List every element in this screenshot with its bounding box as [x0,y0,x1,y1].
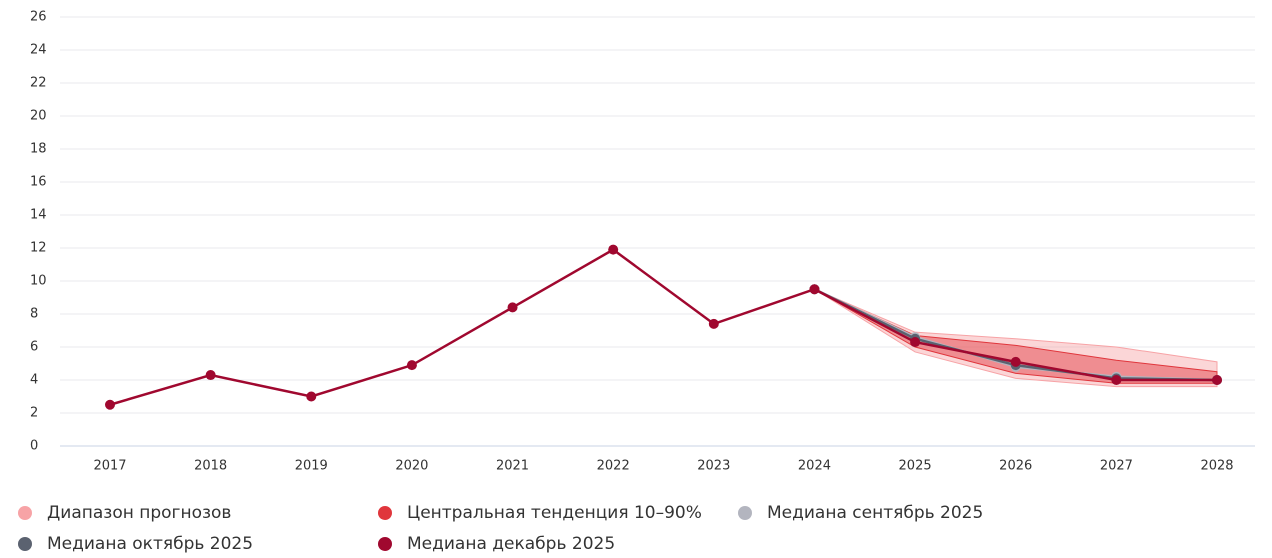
legend-label: Диапазон прогнозов [47,503,231,523]
x-tick-label: 2018 [194,459,227,474]
y-tick-label: 24 [30,43,47,58]
legend-swatch [378,506,392,520]
x-tick-label: 2028 [1200,459,1233,474]
x-tick-label: 2024 [798,459,831,474]
y-tick-label: 8 [30,307,38,322]
legend-swatch [378,537,392,551]
point [608,244,619,255]
legend-label: Медиана декабрь 2025 [407,534,615,554]
y-tick-label: 12 [30,241,47,256]
point [507,302,518,313]
x-tick-label: 2025 [899,459,932,474]
y-tick-label: 4 [30,373,38,388]
x-tick-label: 2017 [93,459,126,474]
y-tick-label: 2 [30,406,38,421]
point [306,391,317,402]
point [205,370,216,381]
x-tick-label: 2019 [295,459,328,474]
point [910,337,921,348]
y-tick-label: 20 [30,109,47,124]
point [1010,356,1021,367]
x-tick-label: 2027 [1100,459,1133,474]
x-tick-label: 2023 [697,459,730,474]
y-tick-label: 6 [30,340,38,355]
x-tick-label: 2026 [999,459,1032,474]
legend-swatch [738,506,752,520]
point [1111,375,1122,385]
point [809,284,820,295]
legend-swatch [18,537,32,551]
x-tick-label: 2022 [597,459,630,474]
y-tick-label: 18 [30,142,47,157]
y-tick-label: 16 [30,175,47,190]
point [708,318,719,329]
point [406,360,417,371]
x-tick-label: 2020 [395,459,428,474]
legend-label: Медиана октябрь 2025 [47,534,253,554]
y-tick-label: 0 [30,439,38,454]
point [1212,375,1222,385]
legend-label: Медиана сентябрь 2025 [767,503,983,523]
y-tick-label: 22 [30,76,47,91]
x-tick-label: 2021 [496,459,529,474]
y-tick-label: 10 [30,274,47,289]
y-tick-label: 14 [30,208,47,223]
legend-swatch [18,506,32,520]
line [109,248,1217,406]
point [105,399,115,410]
y-tick-label: 26 [30,10,47,25]
legend-label: Центральная тенденция 10–90% [407,503,702,523]
